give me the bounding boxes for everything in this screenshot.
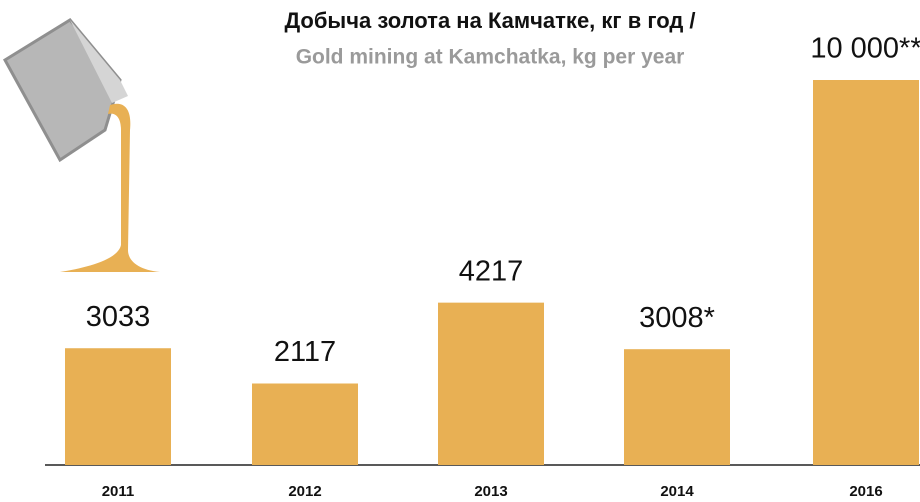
- x-tick-label: 2016: [849, 483, 882, 500]
- chart-title: Добыча золота на Камчатке, кг в год /: [284, 8, 695, 33]
- value-label: 3008*: [639, 302, 715, 334]
- bar: [252, 383, 358, 465]
- x-tick-label: 2011: [102, 483, 135, 500]
- value-label: 2117: [274, 336, 336, 368]
- x-tick-label: 2012: [288, 483, 321, 500]
- value-label: 4217: [459, 255, 524, 287]
- x-tick-label: 2014: [660, 483, 694, 500]
- value-label: 10 000**: [810, 33, 920, 65]
- bar: [624, 349, 730, 465]
- bar: [438, 302, 544, 465]
- x-tick-label: 2013: [474, 483, 507, 500]
- bar: [65, 348, 171, 465]
- bucket-illustration: [2, 18, 160, 272]
- bar: [813, 80, 919, 465]
- chart-subtitle: Gold mining at Kamchatka, kg per year: [296, 46, 685, 69]
- value-label: 3033: [86, 301, 151, 333]
